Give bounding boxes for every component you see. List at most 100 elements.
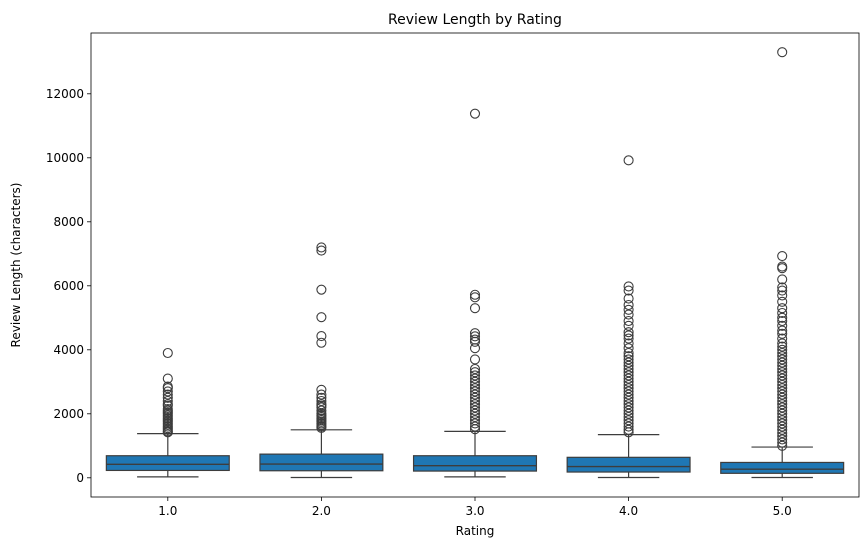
outlier-point [469,367,481,378]
outlier-point [623,383,634,394]
outlier-point [162,427,173,438]
outlier-point [469,405,481,416]
outlier-point [623,285,634,296]
outlier-point [777,338,788,349]
outlier-point [623,354,634,365]
outlier-point [623,376,634,387]
outlier-point [777,354,788,365]
outlier-point [162,347,173,359]
outlier-point [316,242,327,253]
x-tick-label: 5.0 [773,504,792,518]
outlier-point [469,399,481,410]
outlier-point [469,331,481,342]
outlier-point [777,296,788,307]
outlier-point [623,373,634,384]
box-iqr [412,455,538,472]
outlier-point [777,333,788,344]
outlier-point [623,363,634,375]
box-group-2.0 [259,242,384,479]
outlier-point [316,330,327,342]
outlier-point [777,320,788,331]
outlier-point [777,386,788,397]
outlier-point [469,376,481,387]
outlier-point [469,389,481,400]
outlier-point [777,328,788,339]
outlier-point [777,434,788,445]
outlier-point [162,373,173,384]
outlier-point [777,344,788,355]
outlier-point [316,245,327,256]
outlier-point [316,284,327,295]
outlier-point [623,333,634,344]
outlier-point [623,395,634,407]
outlier-point [469,411,481,423]
y-tick-label: 8000 [53,215,84,229]
outlier-point [623,309,634,320]
outlier-point [316,312,327,323]
outlier-point [623,379,634,391]
outlier-point [777,351,788,362]
outlier-point [623,299,634,311]
outlier-point [623,327,634,338]
outlier-point [316,392,327,403]
x-tick-label: 3.0 [465,504,484,518]
outlier-point [777,285,788,296]
outlier-point [623,427,634,438]
outlier-point [623,281,634,292]
y-axis: 0 2000 4000 6000 8000 10000 12000 [46,87,91,485]
outlier-point [469,303,481,314]
outlier-point [469,421,481,432]
outlier-point [623,338,634,349]
outlier-point [469,354,481,365]
outlier-point [623,351,634,362]
box-iqr [105,455,230,472]
outlier-point [623,405,634,416]
outlier-point [777,376,788,387]
box-iqr [259,453,384,472]
outlier-point [623,421,634,432]
outlier-point [623,330,634,341]
outlier-point [316,405,327,416]
outlier-point [316,389,327,400]
outlier-point [469,383,481,394]
x-axis-label: Rating [456,524,495,538]
outlier-point [623,347,634,359]
outlier-point [469,386,481,397]
outlier-point [162,386,173,397]
outlier-point [777,408,788,419]
outlier-point [777,315,788,327]
outlier-point [162,389,173,400]
outlier-point [623,408,634,419]
outlier-point [162,395,173,407]
outlier-point [162,400,173,411]
x-tick-label: 2.0 [312,504,331,518]
chart-title: Review Length by Rating [388,12,562,28]
outlier-point [623,424,634,435]
outlier-point [777,282,788,293]
y-tick-label: 6000 [53,279,84,293]
y-tick-label: 2000 [53,407,84,421]
y-tick-label: 12000 [46,87,84,101]
box-iqr [720,461,845,474]
outlier-point [777,431,788,442]
outlier-point [777,274,788,285]
outlier-point [777,360,788,371]
outlier-point [777,290,788,301]
outlier-point [162,392,173,403]
outlier-point [623,415,634,426]
outlier-point [777,415,788,426]
outlier-point [623,367,634,378]
outlier-point [777,325,788,336]
x-tick-label: 1.0 [158,504,177,518]
outlier-point [777,418,788,429]
outlier-point [777,402,788,413]
box-group-4.0 [566,155,691,479]
outlier-point [316,422,327,433]
outlier-point [316,384,327,395]
x-tick-label: 4.0 [619,504,638,518]
outlier-point [623,315,634,327]
y-tick-label: 10000 [46,151,84,165]
outlier-point [469,336,481,347]
outlier-point [623,402,634,413]
